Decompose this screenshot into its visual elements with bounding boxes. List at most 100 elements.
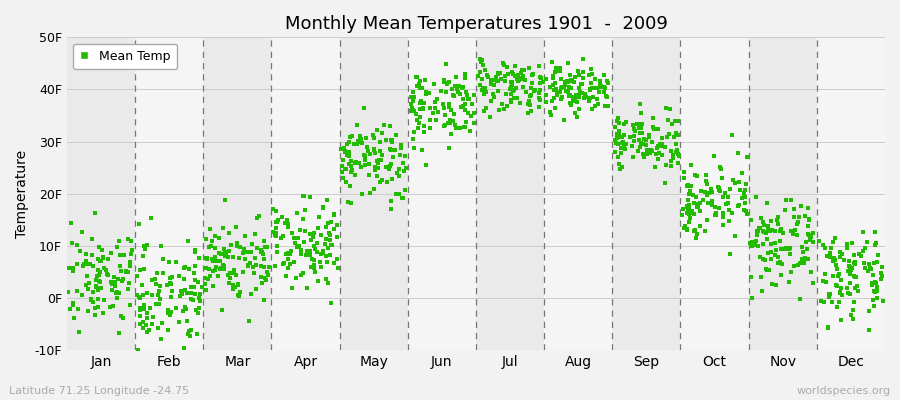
Point bbox=[63, 306, 77, 312]
Point bbox=[545, 73, 560, 79]
Point bbox=[255, 280, 269, 286]
Point bbox=[842, 257, 857, 264]
Point bbox=[374, 147, 388, 154]
Point bbox=[422, 90, 436, 96]
Point bbox=[523, 93, 537, 99]
Point bbox=[680, 226, 694, 232]
Point bbox=[765, 281, 779, 288]
Point bbox=[539, 99, 554, 106]
Point bbox=[314, 232, 328, 238]
Point bbox=[652, 143, 666, 150]
Point bbox=[140, 310, 154, 316]
Point bbox=[320, 258, 334, 265]
Point bbox=[682, 219, 697, 225]
Point bbox=[205, 258, 220, 264]
Point bbox=[330, 234, 345, 240]
Point bbox=[773, 238, 788, 244]
Point bbox=[325, 242, 339, 248]
Point bbox=[799, 245, 814, 252]
Point bbox=[527, 88, 542, 94]
Point bbox=[797, 259, 812, 266]
Point bbox=[241, 263, 256, 270]
Point bbox=[344, 200, 358, 206]
Point bbox=[726, 177, 741, 184]
Point bbox=[505, 82, 519, 89]
Point bbox=[194, 284, 209, 290]
Point bbox=[416, 105, 430, 112]
Point bbox=[698, 178, 713, 184]
Point bbox=[177, 345, 192, 351]
Point bbox=[778, 207, 793, 214]
Point bbox=[281, 256, 295, 262]
Point bbox=[297, 193, 311, 200]
Point bbox=[113, 313, 128, 320]
Point bbox=[545, 82, 560, 88]
Point bbox=[735, 195, 750, 202]
Point bbox=[457, 124, 472, 130]
Point bbox=[383, 137, 398, 143]
Point bbox=[755, 288, 770, 295]
Point bbox=[105, 280, 120, 287]
Point bbox=[422, 117, 436, 124]
Point bbox=[75, 292, 89, 299]
Point bbox=[214, 250, 229, 257]
Point bbox=[826, 239, 841, 245]
Point bbox=[294, 251, 309, 257]
Point bbox=[228, 284, 242, 290]
Point bbox=[329, 221, 344, 228]
Point bbox=[658, 180, 672, 186]
Point bbox=[199, 236, 213, 243]
Point bbox=[816, 298, 831, 305]
Point bbox=[724, 132, 739, 138]
Point bbox=[579, 94, 593, 100]
Point bbox=[504, 97, 518, 103]
Point bbox=[867, 302, 881, 309]
Point bbox=[680, 227, 694, 234]
Point bbox=[608, 149, 622, 156]
Point bbox=[479, 89, 493, 96]
Point bbox=[304, 264, 319, 270]
Point bbox=[224, 242, 238, 248]
Point bbox=[688, 171, 702, 178]
Point bbox=[585, 71, 599, 77]
Point bbox=[396, 195, 410, 201]
Point bbox=[289, 274, 303, 281]
Point bbox=[498, 78, 512, 84]
Point bbox=[476, 62, 491, 68]
Point bbox=[616, 140, 630, 146]
Point bbox=[536, 79, 550, 85]
Point bbox=[76, 262, 91, 269]
Point bbox=[131, 347, 146, 354]
Point bbox=[322, 232, 337, 238]
Point bbox=[611, 130, 625, 137]
Point bbox=[238, 233, 252, 240]
Point bbox=[277, 260, 292, 266]
Point bbox=[614, 150, 628, 156]
Point bbox=[706, 198, 720, 204]
Point bbox=[81, 261, 95, 267]
Point bbox=[323, 242, 338, 248]
Point bbox=[161, 327, 176, 334]
Point bbox=[875, 273, 889, 279]
Point bbox=[171, 318, 185, 325]
Point bbox=[165, 274, 179, 280]
Point bbox=[707, 212, 722, 218]
Point bbox=[702, 190, 716, 197]
Point bbox=[247, 270, 261, 276]
Point bbox=[850, 288, 865, 294]
Point bbox=[268, 233, 283, 240]
Point bbox=[223, 274, 238, 281]
Point bbox=[431, 109, 446, 116]
Point bbox=[590, 96, 604, 103]
Point bbox=[86, 263, 101, 269]
Point bbox=[663, 147, 678, 154]
Point bbox=[248, 254, 263, 261]
Point bbox=[212, 235, 227, 241]
Point bbox=[85, 252, 99, 259]
Point bbox=[870, 258, 885, 265]
Point bbox=[137, 306, 151, 312]
Point bbox=[833, 289, 848, 295]
Point bbox=[307, 257, 321, 263]
Point bbox=[559, 88, 573, 94]
Point bbox=[283, 250, 297, 257]
